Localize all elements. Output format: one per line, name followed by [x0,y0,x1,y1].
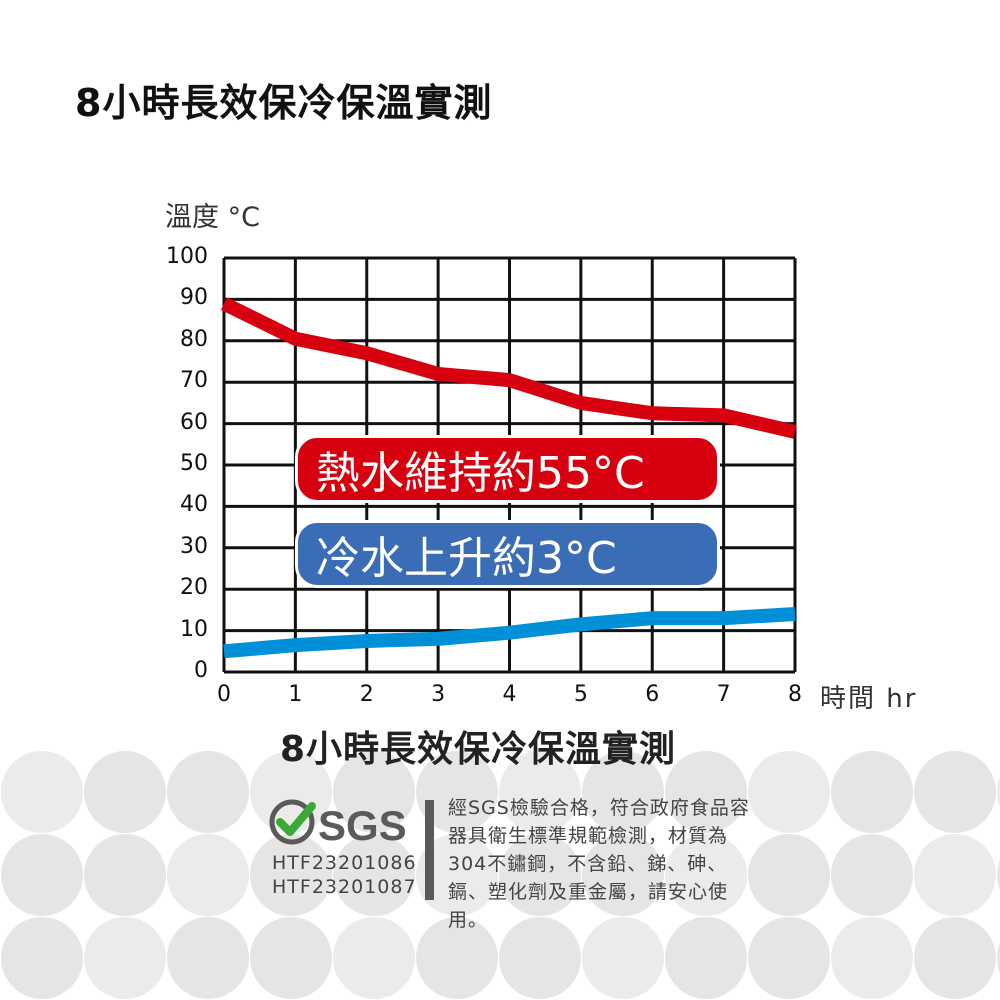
background-circle [914,834,996,916]
background-circle [665,834,747,916]
background-circle [167,751,249,833]
page-title: 8小時長效保冷保溫實測 [75,81,493,125]
background-circle [250,917,332,999]
background-circle [167,834,249,916]
tick-label: 8 [788,682,802,707]
certificate-code: HTF23201086 [272,852,417,874]
background-circle [665,917,747,999]
cold-water-label: 冷水上升約3°C [295,520,720,588]
cold-water-line [223,607,796,659]
background-circle [831,751,913,833]
divider [425,800,434,900]
tick-label: 0 [217,682,231,707]
subtitle: 8小時長效保冷保溫實測 [280,729,677,770]
background-circle [333,834,415,916]
background-circle [84,751,166,833]
check-circle-icon: SGS [269,799,407,849]
background-circle [1,917,83,999]
tick-label: 90 [180,285,208,311]
background-circle [499,751,581,833]
tick-label: 100 [166,244,208,269]
background-circle [250,834,332,916]
background-circle [914,751,996,833]
tick-label: 3 [431,682,446,707]
tick-label: 40 [180,492,208,518]
tick-label: 0 [194,658,208,683]
background-circle [748,917,830,999]
tick-label: 80 [180,326,208,352]
y-axis-label: 溫度 °C [165,202,260,233]
background-circle [416,834,498,916]
background-circle [997,776,1000,808]
tick-label: 1 [288,682,303,707]
background-circle [1,834,83,916]
tick-label: 5 [573,682,588,707]
sgs-logo-text: SGS [318,802,407,848]
hot-water-line [220,297,797,439]
background-circle [333,917,415,999]
hot-water-label: 熱水維持約55°C [295,435,720,503]
line-chart [220,256,797,674]
background-circle [416,751,498,833]
background-circle [582,834,664,916]
background-circle [914,917,996,999]
background-circle [1,751,83,833]
background-circle [333,751,415,833]
background-circle [997,942,1000,974]
background-circle [831,917,913,999]
background-circle [997,859,1000,891]
background-circle [582,917,664,999]
background-circle [84,917,166,999]
x-axis-label: 時間 hr [820,684,918,714]
background-circle [748,834,830,916]
tick-label: 60 [180,409,208,435]
background-circle [831,834,913,916]
tick-label: 2 [359,682,374,707]
background-circle [167,917,249,999]
background-circle [84,834,166,916]
background-circle [748,751,830,833]
tick-label: 6 [645,682,660,707]
tick-label: 20 [180,575,208,601]
tick-label: 7 [716,682,731,707]
background-circle [665,751,747,833]
tick-label: 30 [180,533,208,559]
sgs-description: 經SGS檢驗合格，符合政府食品容器具衛生標準規範檢測，材質為304不鏽鋼，不含鉛… [448,797,750,931]
background-circle [499,917,581,999]
background-circle [416,917,498,999]
tick-label: 4 [502,682,517,707]
sgs-logo: SGS [268,798,408,852]
tick-label: 50 [180,451,208,476]
tick-label: 10 [180,616,208,642]
background-circle [582,751,664,833]
background-circle [499,834,581,916]
tick-label: 70 [180,368,208,394]
certificate-code: HTF23201087 [272,876,417,898]
